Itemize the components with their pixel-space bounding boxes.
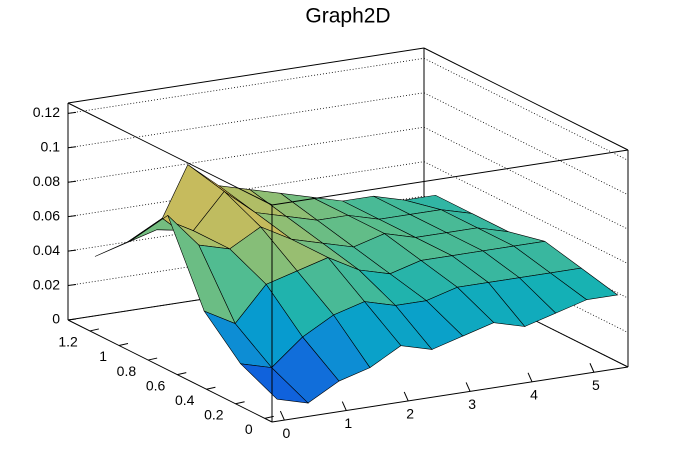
z-tick-label: 0.04 — [33, 242, 60, 258]
grid-line — [423, 161, 629, 265]
box-edge — [67, 47, 425, 104]
z-tick — [67, 249, 77, 252]
x-tick-label: 4 — [530, 387, 538, 403]
y-tick — [148, 357, 158, 361]
z-tick-label: 0 — [52, 311, 60, 327]
x-tick — [589, 363, 595, 373]
x-tick-label: 0 — [282, 425, 290, 441]
x-tick — [279, 410, 285, 421]
x-tick — [527, 372, 533, 383]
grid-line — [423, 92, 629, 196]
x-tick — [403, 391, 409, 402]
z-tick-label: 0.02 — [33, 276, 60, 292]
box-edge — [271, 366, 629, 423]
grid-line — [423, 57, 629, 161]
y-tick-label: 1 — [99, 348, 107, 364]
z-tick — [67, 180, 77, 183]
y-tick — [118, 343, 129, 346]
y-tick-label: 0.6 — [146, 377, 166, 393]
z-tick — [67, 284, 77, 287]
y-tick-label: 0.2 — [204, 406, 224, 422]
y-tick — [264, 415, 274, 419]
y-tick-label: 1.2 — [58, 334, 78, 350]
x-tick-label: 1 — [344, 415, 352, 431]
y-tick-label: 0.4 — [175, 392, 195, 408]
x-tick-label: 2 — [406, 406, 414, 422]
x-tick — [465, 382, 471, 392]
box-edge — [271, 149, 629, 206]
x-tick-label: 5 — [592, 377, 600, 393]
grid-line — [67, 57, 425, 114]
z-tick — [67, 111, 77, 114]
z-tick — [67, 318, 77, 321]
y-tick — [177, 372, 187, 376]
grid-line — [67, 92, 425, 149]
surface-cell — [94, 218, 163, 257]
z-tick-label: 0.12 — [33, 104, 60, 120]
box-edge — [67, 102, 273, 206]
z-tick-label: 0.1 — [41, 138, 61, 154]
z-tick-label: 0.06 — [33, 207, 60, 223]
box-edge — [67, 319, 273, 423]
z-tick — [67, 215, 77, 218]
z-tick-label: 0.08 — [33, 173, 60, 189]
y-tick — [235, 401, 245, 405]
y-tick-label: 0.8 — [117, 363, 137, 379]
chart-title: Graph2D — [305, 5, 390, 28]
z-tick — [67, 146, 77, 149]
box-edge — [423, 47, 629, 151]
x-tick-label: 3 — [468, 396, 476, 412]
y-tick — [89, 328, 99, 332]
grid-line — [67, 126, 425, 183]
y-tick-label: 0 — [245, 421, 253, 437]
grid-line — [423, 126, 629, 230]
y-tick — [206, 386, 216, 390]
x-tick — [341, 401, 347, 411]
